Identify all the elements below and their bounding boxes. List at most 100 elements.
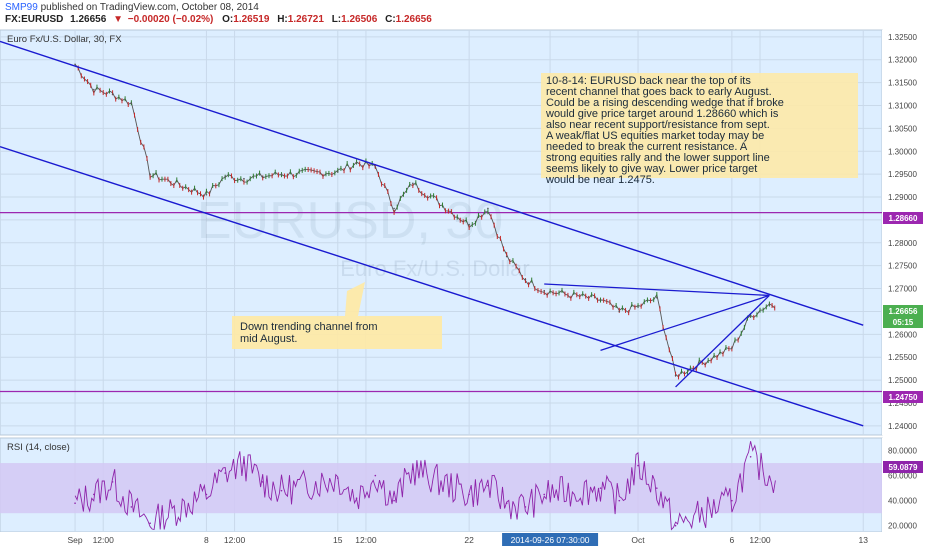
x-tick: 2014-09-26 07:30:00: [511, 535, 590, 545]
price-y-tick: 1.27000: [888, 285, 917, 294]
price-y-tick: 1.30500: [888, 124, 917, 133]
price-point: [487, 207, 489, 210]
rsi-point: [374, 474, 377, 477]
author-name[interactable]: SMP99: [5, 2, 38, 13]
level-badge-2-text: 1.24750: [889, 393, 918, 402]
price-y-tick: 1.31500: [888, 79, 917, 88]
price-point: [261, 175, 264, 178]
price-y-tick: 1.27500: [888, 262, 917, 271]
price-point: [656, 296, 658, 299]
rsi-y-tick: 20.0000: [888, 522, 917, 531]
price-point: [393, 207, 395, 210]
price-point: [468, 223, 470, 226]
price-point: [149, 173, 151, 175]
price-point: [412, 182, 414, 185]
main-note-line: would be near 1.2475.: [545, 174, 655, 186]
channel-note-line: mid August.: [240, 333, 297, 345]
rsi-point: [205, 493, 208, 496]
rsi-series: [74, 441, 776, 531]
rsi-point: [618, 499, 621, 502]
price-point: [505, 255, 508, 258]
rsi-point: [524, 506, 527, 508]
main-note-line: strong equities rally and the lower supp…: [546, 152, 770, 164]
trendlines: [0, 40, 864, 427]
price-badges: 1.28660 1.24750 1.26656 05:15: [883, 212, 923, 403]
price-point: [224, 175, 226, 178]
main-note-line: A weak/flat US equities market today may…: [546, 130, 764, 142]
down-arrow-icon: ▼: [113, 14, 123, 25]
x-tick: Oct: [631, 535, 645, 545]
rsi-y-tick: 80.0000: [888, 447, 917, 456]
price-y-ticks: 1.32500 1.32000 1.31500 1.31000 1.30500 1.300…: [888, 33, 917, 431]
price-point: [74, 63, 76, 66]
trendline-wedge-mid: [600, 294, 770, 351]
rsi-point: [149, 522, 151, 525]
level-badge-2: [883, 391, 923, 403]
last-price: 1.26656: [70, 14, 107, 25]
level-badge-1-text: 1.28660: [889, 214, 918, 223]
rsi-point: [93, 493, 95, 496]
price-point: [674, 374, 677, 377]
rsi-point: [487, 484, 489, 487]
quote-line: FX:EURUSD 1.26656 ▼ −0.00020 (−0.02%) O:…: [5, 14, 432, 25]
rsi-point: [111, 481, 114, 483]
countdown-badge: [883, 317, 923, 328]
rsi-point: [731, 499, 733, 502]
price-y-tick: 1.25500: [888, 353, 917, 362]
main-note-line: needed to break the current resistance. …: [546, 141, 748, 153]
rsi-point: [336, 477, 339, 479]
rsi-value-badge: [883, 461, 923, 473]
price-point: [93, 88, 95, 91]
watermark-name: Euro Fx/U.S. Dollar: [340, 256, 530, 281]
price-y-tick: 1.24000: [888, 422, 917, 431]
price-axis[interactable]: [882, 30, 932, 435]
price-point: [243, 177, 245, 180]
high-label: H:: [277, 14, 288, 25]
price-y-tick: 1.29500: [888, 170, 917, 179]
price-point: [205, 193, 208, 196]
low-value: 1.26506: [341, 14, 378, 25]
x-tick: 22: [464, 535, 474, 545]
main-note-line: 10-8-14: EURUSD back near the top of its: [546, 75, 751, 87]
price-point: [355, 161, 358, 164]
level-badge-1: [883, 212, 923, 224]
rsi-point: [656, 487, 658, 489]
price-point: [130, 102, 133, 105]
main-note-line: would give price target around 1.28660 w…: [545, 108, 779, 120]
x-axis[interactable]: [0, 532, 932, 550]
rsi-axis[interactable]: [882, 438, 932, 532]
x-tick: 8: [204, 535, 209, 545]
rsi-point: [393, 499, 395, 502]
rsi-point: [599, 487, 602, 489]
published-text: published on TradingView.com, October 08…: [41, 2, 260, 13]
price-point: [731, 347, 733, 349]
rsi-point: [224, 472, 226, 474]
price-point: [637, 306, 639, 308]
x-ticks: Sep 12:00 8 12:00 15 12:00 22 2014-09-26 07:30:…: [68, 533, 868, 546]
price-y-tick: 1.25000: [888, 376, 917, 385]
price-point: [768, 303, 771, 305]
trendline-channel-upper: [0, 40, 864, 326]
main-note-line: seems likely to give way. Lower price ta…: [546, 163, 757, 175]
price-y-tick: 1.32500: [888, 33, 917, 42]
rsi-line: [74, 441, 776, 531]
rsi-y-ticks: 80.0000 60.0000 40.0000 20.0000: [888, 447, 917, 531]
high-value: 1.26721: [288, 14, 325, 25]
channel-note-callout[interactable]: [232, 282, 442, 349]
rsi-value-badge-text: 59.0879: [889, 463, 918, 472]
price-point: [336, 171, 339, 173]
rsi-y-tick: 40.0000: [888, 497, 917, 506]
rsi-pane-title: RSI (14, close): [7, 442, 70, 453]
symbol-label[interactable]: FX:EURUSD: [5, 14, 63, 25]
last-price-badge: [883, 305, 923, 317]
price-point: [618, 310, 621, 313]
header-bar: [0, 0, 932, 26]
price-y-tick: 1.26000: [888, 330, 917, 339]
x-tick: 12:00: [224, 535, 246, 545]
x-tick: 12:00: [749, 535, 771, 545]
main-note-box[interactable]: [541, 73, 858, 178]
rsi-point: [130, 506, 133, 508]
x-tick-highlight: [502, 533, 599, 546]
x-tick: Sep: [68, 535, 83, 545]
